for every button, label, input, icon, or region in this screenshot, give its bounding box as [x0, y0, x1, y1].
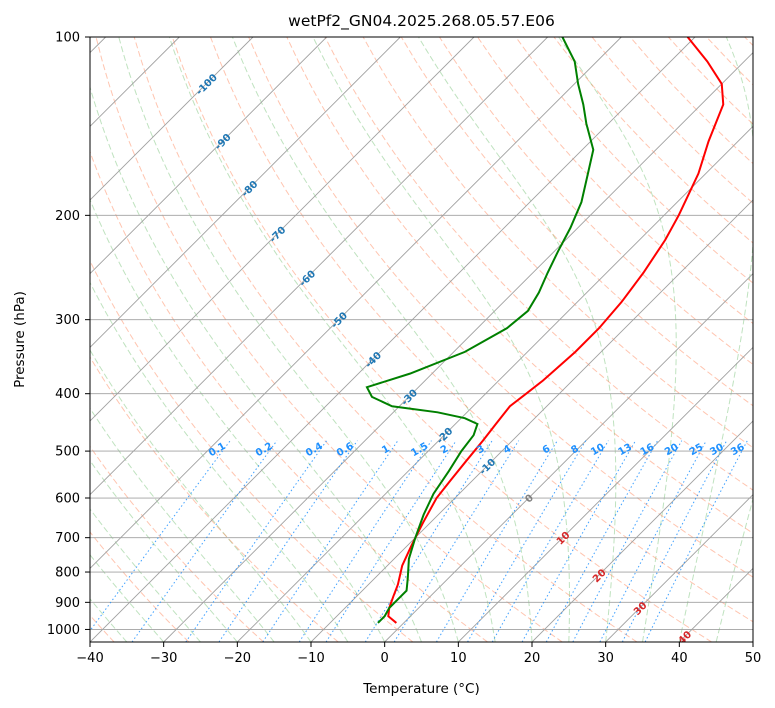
- mixing-ratio-line: [325, 440, 457, 642]
- isotherm-line: [605, 494, 753, 642]
- isotherm-line: [90, 37, 254, 201]
- isotherm-line: [237, 125, 753, 642]
- moist-adiabat-line: [90, 598, 128, 642]
- mixing-ratio-line: [298, 440, 432, 642]
- y-axis-label: Pressure (hPa): [12, 291, 28, 388]
- isotherm-line: [90, 37, 548, 496]
- temperature-series-line: [387, 37, 725, 624]
- mixing-ratio-label: 2: [439, 444, 451, 457]
- x-axis-ticks: −40 −30 −20 −10 0 10 20 30 40 50: [76, 642, 761, 666]
- y-tick-label: 400: [55, 387, 80, 402]
- mixing-ratio-lines: [90, 440, 748, 642]
- x-tick-label: −40: [76, 651, 103, 666]
- x-tick-label: −20: [224, 651, 251, 666]
- y-axis-ticks: 100 200 300 400 500 600 700 800 900 1000: [47, 31, 90, 638]
- dry-adiabat-line: [133, 37, 638, 642]
- x-tick-label: −10: [297, 651, 324, 666]
- pressure-gridlines: [90, 37, 753, 630]
- mixing-ratio-label: 8: [569, 444, 581, 457]
- x-tick-label: 10: [450, 651, 467, 666]
- isotherm-line: [90, 37, 622, 569]
- isotherm-line: [384, 273, 753, 642]
- mixing-ratio-label: 4: [502, 444, 514, 457]
- dry-adiabat-line: [515, 37, 753, 284]
- moist-adiabat-line: [118, 37, 459, 642]
- isotherm-line: [531, 420, 753, 642]
- moist-adiabat-line: [90, 198, 386, 642]
- dry-adiabat-line: [95, 37, 563, 642]
- dry-adiabat-line: [400, 37, 753, 407]
- mixing-ratio-line: [644, 440, 748, 642]
- moist-adiabat-line: [418, 37, 617, 642]
- dry-adiabat-line: [171, 37, 712, 642]
- chart-title: wetPf2_GN04.2025.268.05.57.E06: [288, 12, 555, 31]
- x-tick-label: 40: [671, 651, 688, 666]
- y-tick-label: 700: [55, 531, 80, 546]
- isotherm-line: [90, 37, 696, 642]
- y-tick-label: 600: [55, 492, 80, 507]
- dry-adiabat-line: [90, 445, 264, 642]
- mixing-ratio-line: [572, 440, 683, 642]
- moist-adiabat-line: [90, 281, 349, 642]
- y-tick-label: 1000: [47, 623, 80, 638]
- x-tick-label: 30: [597, 651, 614, 666]
- dry-adiabat-line: [90, 150, 488, 642]
- y-tick-label: 100: [55, 31, 80, 46]
- mixing-ratio-line: [521, 440, 637, 642]
- x-tick-label: −30: [150, 651, 177, 666]
- moist-adiabat-line: [90, 85, 422, 642]
- y-tick-label: 300: [55, 313, 80, 328]
- isotherms: [90, 37, 753, 642]
- plot-area: 0.1 0.2 0.4 0.6 1 1.5 2 3 4 6 8 10 13 16 20 25 30 36-100-…: [90, 37, 753, 642]
- dry-adiabat-line: [210, 37, 753, 623]
- mixing-ratio-line: [185, 440, 328, 642]
- y-tick-label: 200: [55, 209, 80, 224]
- mixing-ratio-label: 3: [475, 444, 487, 457]
- mixing-ratio-line: [131, 440, 278, 642]
- moist-adiabat-line: [90, 554, 165, 642]
- x-tick-label: 0: [381, 651, 389, 666]
- x-tick-label: 20: [524, 651, 541, 666]
- y-tick-label: 900: [55, 596, 80, 611]
- moist-adiabat-line: [231, 37, 533, 642]
- moist-adiabat-line: [312, 37, 570, 642]
- moist-adiabat-line: [90, 407, 275, 642]
- moist-adiabat-line: [90, 459, 238, 642]
- dewpoint-series-line: [365, 37, 595, 624]
- dry-adiabat-line: [248, 37, 753, 578]
- moist-adiabat-line: [90, 349, 312, 642]
- mixing-ratio-line: [262, 440, 399, 642]
- profile-series: [365, 37, 725, 624]
- mixing-ratio-label: 6: [541, 444, 553, 457]
- isotherm-line: [163, 52, 753, 642]
- isotherm-line: [90, 37, 401, 348]
- plot-frame: [89, 36, 754, 643]
- mixing-ratio-line: [393, 440, 520, 642]
- y-tick-label: 800: [55, 566, 80, 581]
- isotherm-line: [90, 37, 327, 275]
- mixing-ratio-line: [364, 440, 493, 642]
- isotherm-line: [310, 199, 753, 642]
- x-axis-label: Temperature (°C): [362, 681, 480, 697]
- mixing-ratio-line: [545, 440, 659, 642]
- isotherm-line: [458, 346, 753, 642]
- moist-adiabat-line: [678, 37, 753, 642]
- moist-adiabat-line: [90, 508, 201, 642]
- y-tick-label: 500: [55, 445, 80, 460]
- mixing-ratio-line: [90, 440, 231, 632]
- mixing-ratio-line: [467, 440, 587, 642]
- dry-adiabat-line: [90, 356, 339, 642]
- isotherm-line: [90, 37, 475, 422]
- mixing-ratio-line: [218, 440, 358, 642]
- dry-adiabat-line: [90, 531, 190, 642]
- dry-adiabat-line: [439, 37, 753, 366]
- mixing-ratio-label: 1: [380, 444, 392, 457]
- moist-adiabat-line: [558, 37, 677, 642]
- mixing-ratio-line: [435, 440, 558, 642]
- x-tick-label: 50: [745, 651, 762, 666]
